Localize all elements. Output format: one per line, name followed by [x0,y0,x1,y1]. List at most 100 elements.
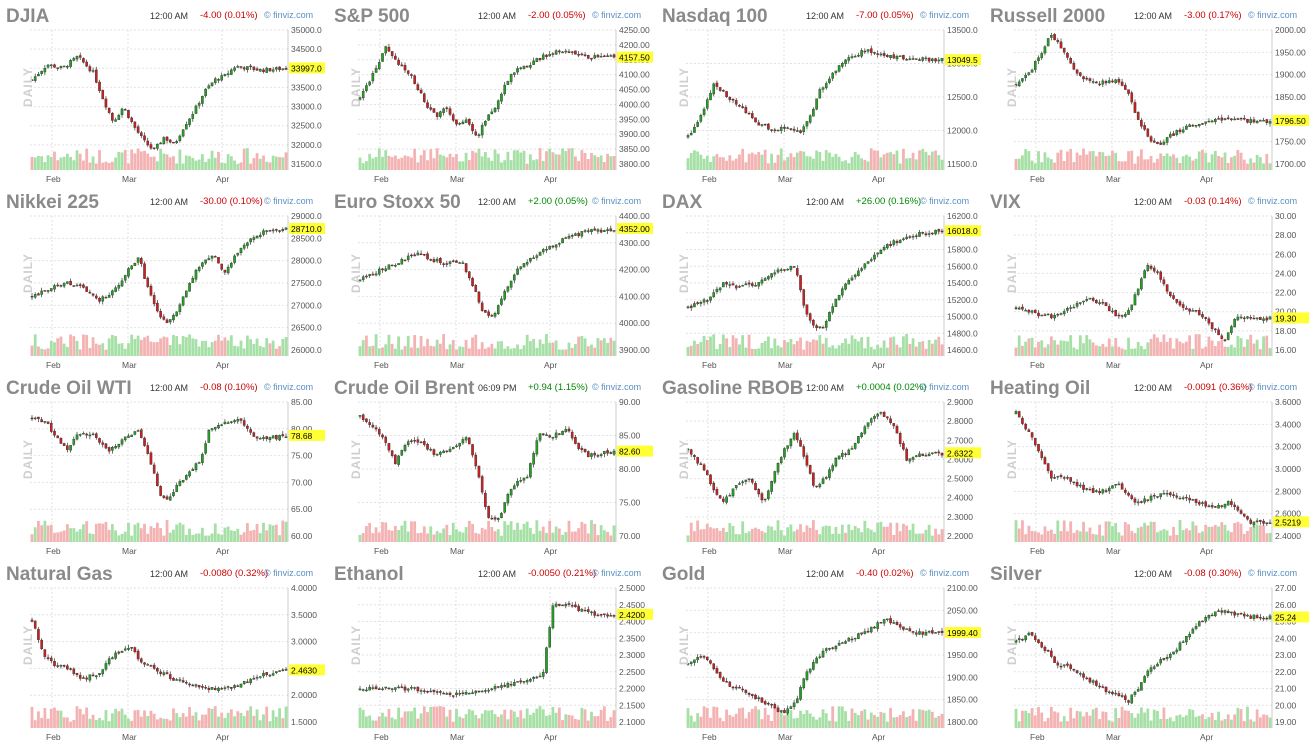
chart-title[interactable]: Gasoline RBOB [662,378,804,399]
chart-panel[interactable]: 85.00 80.00 75.00 70.00 65.00 60.00 Feb Mar Apr 7… [0,372,327,558]
candle-body [1043,457,1047,465]
source-link[interactable]: © finviz.com [920,568,970,578]
chart-title[interactable]: Crude Oil Brent [334,378,475,399]
source-link[interactable]: © finviz.com [264,10,314,20]
source-link[interactable]: © finviz.com [920,382,970,392]
source-link[interactable]: © finviz.com [1248,10,1298,20]
candle-body [731,686,735,689]
chart-panel[interactable]: 2000.001950.001900.001850.001800.001750.… [984,0,1310,186]
chart-title[interactable]: Euro Stoxx 50 [334,192,461,213]
chart-panel[interactable]: 3.6000 3.4000 3.2000 3.0000 2.8000 2.6000 2.40… [984,372,1310,558]
candle-body [281,669,285,672]
candle-body [892,240,896,245]
candle-body [461,692,465,694]
candle-body [1085,488,1089,490]
chart-title[interactable]: Ethanol [334,564,404,585]
source-link[interactable]: © finviz.com [1248,382,1298,392]
chart-title[interactable]: Heating Oil [990,378,1091,399]
candle-body [1033,635,1037,640]
candle-body [921,57,925,61]
volume-bar [426,338,429,356]
chart-panel[interactable]: 4400.00 4300.00 4200.00 4100.00 4000.00 3900.… [328,186,655,372]
candle-body [863,50,867,53]
volume-bar [98,150,101,170]
volume-bar [471,710,474,728]
volume-bar [159,148,163,170]
volume-bar [403,711,407,728]
source-link[interactable]: © finviz.com [592,10,642,20]
candle-body [609,55,613,57]
volume-bar [226,526,230,542]
chart-title[interactable]: Crude Oil WTI [6,378,132,399]
source-link[interactable]: © finviz.com [264,568,314,578]
candle-body [377,268,381,275]
candle-body [413,440,416,442]
chart-panel[interactable]: 2.9000 2.8000 2.7000 2.6000 2.5000 2.4000 2.30… [656,372,983,558]
source-link[interactable]: © finviz.com [920,10,970,20]
volume-bar [516,150,519,170]
chart-title[interactable]: Nasdaq 100 [662,6,768,27]
chart-title[interactable]: DJIA [6,6,50,27]
chart-panel[interactable]: 2100.002050.002000.001950.001900.001850.… [656,558,983,744]
source-link[interactable]: © finviz.com [1248,196,1298,206]
y-tick-label: 2.9000 [947,397,973,407]
volume-bar [1152,334,1156,356]
chart-panel[interactable]: 90.00 85.00 80.00 75.00 70.00 Feb Mar Apr 82.60 C… [328,372,655,558]
chart-title[interactable]: Gold [662,564,706,585]
chart-panel[interactable]: 2.5000 2.4500 2.4000 2.3500 2.3000 2.2500 2.20… [328,558,655,744]
candle-body [72,285,76,287]
chart-panel[interactable]: 13500.013000.012500.012000.011500.0FebMa… [656,0,983,186]
volume-bar [455,708,458,728]
chart-title[interactable]: VIX [990,192,1021,213]
volume-bar [847,720,851,728]
last-price-label: 2.4630 [291,665,317,675]
volume-bar [914,533,918,542]
candle-body [895,621,899,625]
chart-title[interactable]: S&P 500 [334,6,410,27]
candle-body [120,108,124,115]
chart-panel[interactable]: 35000.034500.034000.033500.033000.032500… [0,0,327,186]
volume-bar [78,153,82,170]
candle-body [783,269,786,271]
candle-body [538,433,542,441]
volume-bar [853,525,857,542]
chart-title[interactable]: Nikkei 225 [6,192,99,213]
source-link[interactable]: © finviz.com [592,196,642,206]
chart-panel[interactable]: 27.0026.0025.0024.0023.0022.0021.0020.00… [984,558,1310,744]
candle-body [1079,302,1082,304]
chart-title[interactable]: Silver [990,564,1042,585]
chart-panel[interactable]: 4.00003.50003.00002.50002.00001.5000FebM… [0,558,327,744]
candle-body [905,236,908,240]
volume-bar [1204,718,1208,728]
candle-body [98,673,101,676]
volume-bar [612,525,616,542]
source-link[interactable]: © finviz.com [264,382,314,392]
volume-bar [410,157,413,170]
volume-bar [127,718,130,728]
chart-title[interactable]: Russell 2000 [990,6,1106,27]
chart-panel[interactable]: 16200.016000.015800.015600.015400.015200… [656,186,983,372]
volume-bar [1088,339,1092,356]
source-link[interactable]: © finviz.com [920,196,970,206]
volume-bar [1046,531,1050,542]
chart-title[interactable]: Natural Gas [6,564,113,585]
chart-panel[interactable]: 29000.0 28500.0 28000.0 27500.0 27000.0 26500… [0,186,327,372]
source-link[interactable]: © finviz.com [592,382,642,392]
volume-bar [561,534,564,542]
volume-bar [570,347,574,356]
candle-body [763,498,767,501]
candle-body [1262,520,1265,524]
volume-bar [384,150,388,170]
chart-panel[interactable]: 30.00 28.00 26.00 24.00 22.00 20.00 18.00 16.00… [984,186,1310,372]
chart-panel[interactable]: 4250.004200.004150.004100.004050.004000.… [328,0,655,186]
candle-body [863,426,867,434]
volume-bar [284,152,288,170]
candle-body [1259,317,1262,321]
source-link[interactable]: © finviz.com [592,568,642,578]
volume-bar [381,347,384,356]
candle-body [85,61,88,67]
source-link[interactable]: © finviz.com [1248,568,1298,578]
chart-title[interactable]: DAX [662,192,703,213]
source-link[interactable]: © finviz.com [264,196,314,206]
